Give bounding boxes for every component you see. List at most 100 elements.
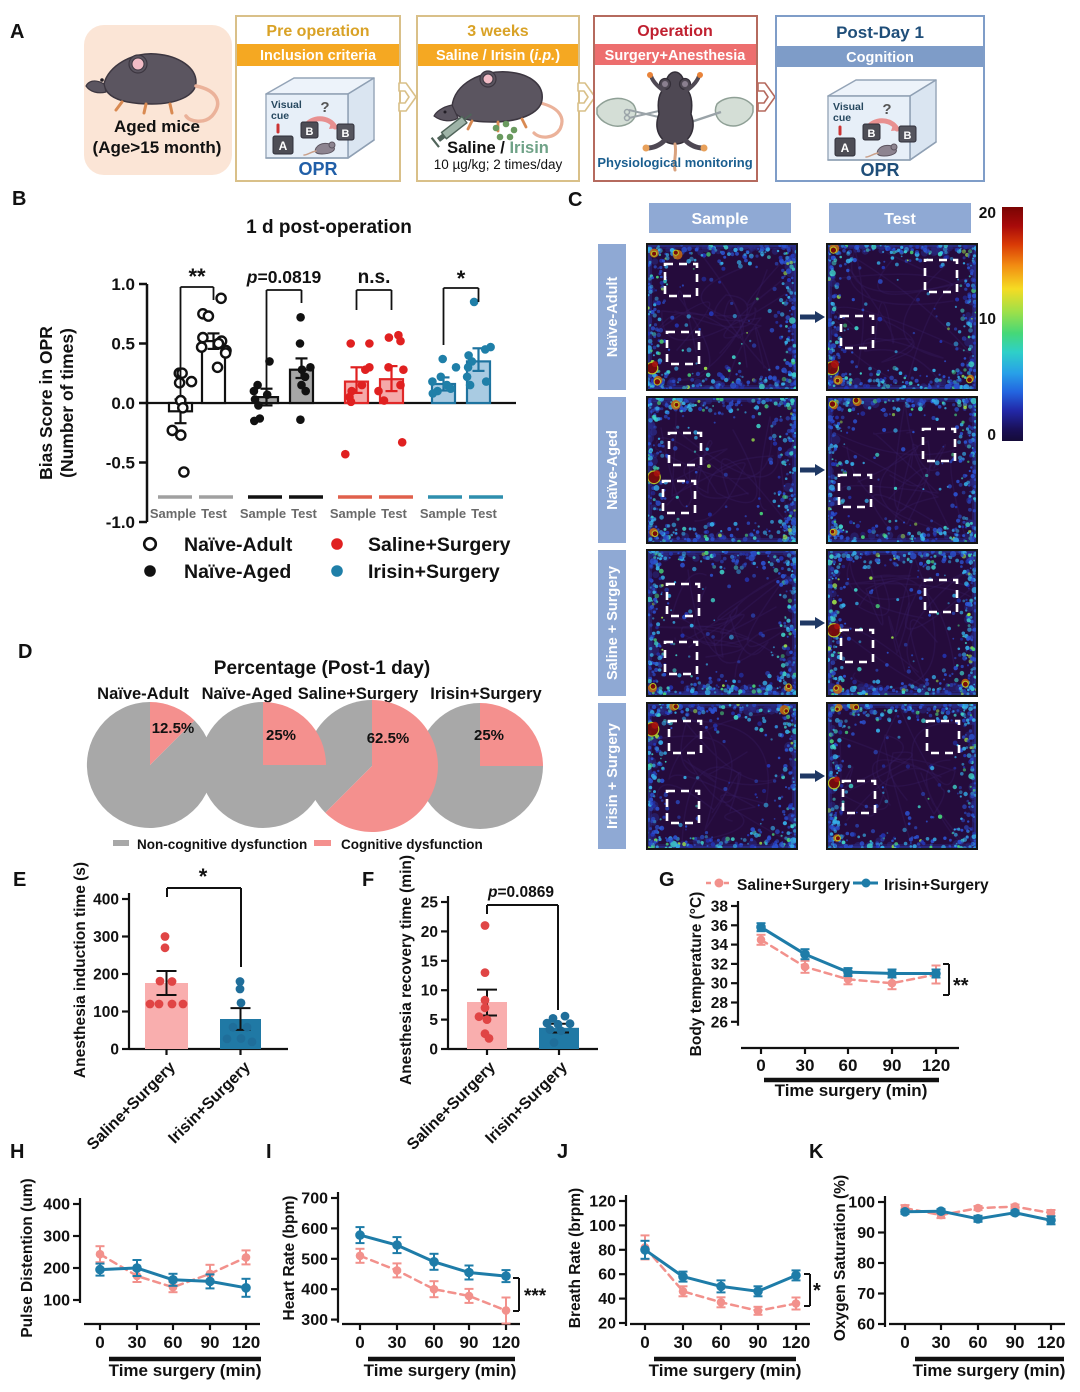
svg-text:Irisin+Surgery: Irisin+Surgery <box>368 561 500 583</box>
svg-text:Saline+Surgery: Saline+Surgery <box>404 1059 499 1154</box>
svg-text:Body temperature (°C): Body temperature (°C) <box>688 892 705 1057</box>
svg-text:60: 60 <box>839 1056 858 1075</box>
svg-text:Test: Test <box>201 506 227 521</box>
svg-text:Aged mice: Aged mice <box>114 117 200 136</box>
svg-text:-0.5: -0.5 <box>106 454 135 473</box>
svg-text:*: * <box>199 864 208 889</box>
svg-text:38: 38 <box>711 899 729 916</box>
svg-text:Heart Rate (bpm): Heart Rate (bpm) <box>281 1196 298 1321</box>
svg-text:Naïve-Aged: Naïve-Aged <box>184 561 291 583</box>
svg-text:90: 90 <box>1006 1333 1025 1352</box>
svg-text:I: I <box>266 1141 272 1163</box>
svg-text:Naïve-Adult: Naïve-Adult <box>184 534 293 556</box>
svg-text:600: 600 <box>301 1221 328 1238</box>
svg-text:Naïve-Adult: Naïve-Adult <box>605 277 621 358</box>
svg-text:0: 0 <box>110 1042 119 1059</box>
svg-text:Time surgery (min): Time surgery (min) <box>913 1361 1066 1380</box>
svg-text:H: H <box>10 1141 24 1163</box>
svg-text:OPR: OPR <box>860 160 899 180</box>
svg-text:OPR: OPR <box>298 159 337 179</box>
svg-text:120: 120 <box>1037 1333 1065 1352</box>
svg-text:90: 90 <box>201 1333 220 1352</box>
svg-text:Time surgery (min): Time surgery (min) <box>649 1361 802 1380</box>
svg-text:Saline+Surgery: Saline+Surgery <box>84 1059 179 1154</box>
svg-text:0.0: 0.0 <box>111 394 135 413</box>
svg-text:A: A <box>841 141 850 155</box>
svg-text:F: F <box>362 869 374 891</box>
svg-text:400: 400 <box>43 1197 70 1214</box>
svg-text:Bias Score in OPR: Bias Score in OPR <box>36 326 56 480</box>
svg-text:Naïve-Adult: Naïve-Adult <box>97 685 189 703</box>
svg-text:60: 60 <box>712 1333 731 1352</box>
svg-text:Naïve-Aged: Naïve-Aged <box>605 430 621 510</box>
svg-text:26: 26 <box>711 1014 729 1031</box>
svg-text:Irisin + Surgery: Irisin + Surgery <box>605 723 621 829</box>
svg-text:0: 0 <box>756 1056 765 1075</box>
svg-text:80: 80 <box>857 1256 875 1273</box>
svg-text:**: ** <box>188 264 206 289</box>
svg-text:J: J <box>557 1141 568 1163</box>
svg-text:A: A <box>279 139 288 153</box>
svg-text:Saline+Surgery: Saline+Surgery <box>298 685 419 703</box>
svg-text:120: 120 <box>922 1056 950 1075</box>
svg-text:Saline + Surgery: Saline + Surgery <box>605 566 621 680</box>
svg-text:10: 10 <box>421 983 438 1000</box>
svg-text:?: ? <box>882 101 891 118</box>
svg-text:400: 400 <box>93 892 119 909</box>
svg-text:36: 36 <box>711 918 729 935</box>
svg-text:Anesthesia recovery time (min): Anesthesia recovery time (min) <box>398 855 415 1085</box>
svg-text:Irisin+Surgery: Irisin+Surgery <box>884 877 989 894</box>
svg-text:28: 28 <box>711 995 729 1012</box>
svg-text:Sample: Sample <box>420 506 466 521</box>
svg-text:Pre operation: Pre operation <box>266 23 369 40</box>
svg-text:Post-Day 1: Post-Day 1 <box>836 23 924 42</box>
svg-text:Visual: Visual <box>833 101 864 113</box>
svg-text:34: 34 <box>711 937 729 954</box>
svg-text:0: 0 <box>355 1333 364 1352</box>
svg-text:60: 60 <box>857 1317 875 1334</box>
svg-text:0: 0 <box>900 1333 909 1352</box>
svg-text:1 d post-operation: 1 d post-operation <box>246 217 412 238</box>
svg-text:70: 70 <box>857 1286 875 1303</box>
svg-text:p=0.0869: p=0.0869 <box>487 884 554 901</box>
svg-text:700: 700 <box>301 1191 328 1208</box>
svg-text:?: ? <box>320 99 329 116</box>
svg-text:5: 5 <box>429 1012 438 1029</box>
svg-text:Cognitive dysfunction: Cognitive dysfunction <box>341 837 483 852</box>
svg-text:B: B <box>904 130 912 142</box>
svg-text:Test: Test <box>884 211 916 228</box>
svg-text:0.5: 0.5 <box>111 335 135 354</box>
svg-text:Sample: Sample <box>330 506 376 521</box>
svg-text:Oxygen Saturation (%): Oxygen Saturation (%) <box>832 1175 849 1341</box>
svg-text:Percentage (Post-1 day): Percentage (Post-1 day) <box>214 658 430 679</box>
svg-text:Test: Test <box>381 506 407 521</box>
svg-text:*: * <box>457 266 466 291</box>
svg-text:1.0: 1.0 <box>111 275 135 294</box>
svg-text:60: 60 <box>164 1333 183 1352</box>
svg-text:100: 100 <box>93 1004 119 1021</box>
svg-text:A: A <box>10 21 24 43</box>
svg-text:Sample: Sample <box>150 506 196 521</box>
svg-text:Saline+Surgery: Saline+Surgery <box>368 534 511 556</box>
svg-text:Anesthesia induction time (s): Anesthesia induction time (s) <box>72 862 89 1078</box>
svg-text:B: B <box>342 128 350 140</box>
svg-text:Time surgery (min): Time surgery (min) <box>364 1361 517 1380</box>
svg-text:D: D <box>18 641 32 663</box>
svg-text:30: 30 <box>711 976 728 993</box>
svg-text:30: 30 <box>128 1333 147 1352</box>
svg-text:Saline+Surgery: Saline+Surgery <box>737 877 851 894</box>
svg-text:32: 32 <box>711 956 728 973</box>
svg-text:60: 60 <box>425 1333 444 1352</box>
svg-text:30: 30 <box>796 1056 815 1075</box>
svg-text:30: 30 <box>388 1333 407 1352</box>
svg-text:cue: cue <box>833 112 851 124</box>
svg-text:200: 200 <box>43 1261 70 1278</box>
svg-text:Sample: Sample <box>240 506 286 521</box>
svg-text:Time surgery (min): Time surgery (min) <box>109 1361 262 1380</box>
svg-text:0: 0 <box>429 1042 438 1059</box>
svg-text:Inclusion criteria: Inclusion criteria <box>260 48 377 64</box>
svg-text:60: 60 <box>598 1267 616 1284</box>
svg-text:G: G <box>659 869 675 891</box>
svg-text:Time surgery (min): Time surgery (min) <box>775 1081 928 1100</box>
svg-text:Saline / Irisin: Saline / Irisin <box>447 139 549 157</box>
